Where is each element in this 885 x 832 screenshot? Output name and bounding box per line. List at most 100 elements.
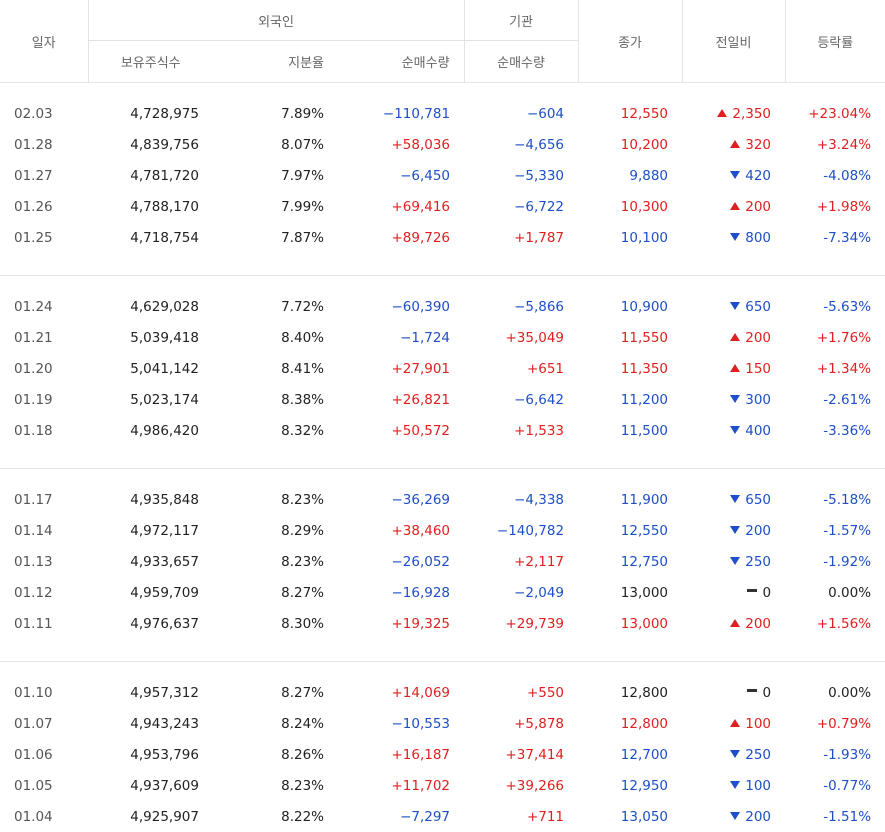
change-cell: 2,350 (682, 98, 785, 129)
inst-net-cell: +39,266 (464, 770, 578, 801)
share-ratio-cell: 8.41% (213, 353, 338, 384)
foreign-net-cell: +89,726 (338, 222, 464, 253)
close-cell: 13,000 (578, 577, 682, 608)
close-cell: 12,950 (578, 770, 682, 801)
date-cell: 01.12 (0, 577, 88, 608)
date-cell: 01.19 (0, 384, 88, 415)
holdings-cell: 5,041,142 (88, 353, 213, 384)
change-value: 100 (745, 716, 771, 732)
foreign-net-cell: −1,724 (338, 322, 464, 353)
change-value: 650 (745, 492, 771, 508)
share-ratio-cell: 8.23% (213, 770, 338, 801)
close-cell: 12,550 (578, 515, 682, 546)
rate-cell: -0.77% (785, 770, 885, 801)
foreign-net-cell: +69,416 (338, 191, 464, 222)
holdings-cell: 4,937,609 (88, 770, 213, 801)
rate-cell: -3.36% (785, 415, 885, 446)
triangle-down-icon (730, 495, 740, 503)
triangle-down-icon (730, 233, 740, 241)
share-ratio-cell: 7.72% (213, 291, 338, 322)
share-ratio-cell: 7.87% (213, 222, 338, 253)
foreign-net-cell: −7,297 (338, 801, 464, 832)
date-cell: 01.06 (0, 739, 88, 770)
close-cell: 12,800 (578, 677, 682, 708)
holdings-cell: 5,023,174 (88, 384, 213, 415)
close-cell: 10,900 (578, 291, 682, 322)
change-cell: 0 (682, 677, 785, 708)
inst-net-cell: +711 (464, 801, 578, 832)
foreign-net-cell: +11,702 (338, 770, 464, 801)
foreign-net-cell: +27,901 (338, 353, 464, 384)
change-value: 100 (745, 778, 771, 794)
close-cell: 10,100 (578, 222, 682, 253)
holdings-cell: 4,728,975 (88, 98, 213, 129)
share-ratio-cell: 8.24% (213, 708, 338, 739)
share-ratio-cell: 8.22% (213, 801, 338, 832)
rate-cell: +1.34% (785, 353, 885, 384)
change-cell: 800 (682, 222, 785, 253)
change-value: 150 (745, 361, 771, 377)
triangle-down-icon (730, 426, 740, 434)
rate-cell: -5.63% (785, 291, 885, 322)
date-cell: 01.25 (0, 222, 88, 253)
inst-net-cell: +550 (464, 677, 578, 708)
rate-cell: +1.98% (785, 191, 885, 222)
triangle-down-icon (730, 781, 740, 789)
share-ratio-cell: 8.40% (213, 322, 338, 353)
rate-cell: +23.04% (785, 98, 885, 129)
inst-net-cell: +651 (464, 353, 578, 384)
inst-net-cell: −5,866 (464, 291, 578, 322)
inst-net-cell: +29,739 (464, 608, 578, 639)
header-holdings: 보유주식수 (88, 41, 213, 83)
header-institution: 기관 (464, 0, 578, 41)
close-cell: 11,200 (578, 384, 682, 415)
header-foreign: 외국인 (88, 0, 464, 41)
share-ratio-cell: 8.23% (213, 484, 338, 515)
header-rate: 등락률 (785, 0, 885, 83)
change-cell: 300 (682, 384, 785, 415)
triangle-up-icon (730, 202, 740, 210)
close-cell: 12,550 (578, 98, 682, 129)
triangle-down-icon (730, 557, 740, 565)
holdings-cell: 4,718,754 (88, 222, 213, 253)
change-cell: 200 (682, 322, 785, 353)
triangle-up-icon (730, 364, 740, 372)
change-cell: 650 (682, 484, 785, 515)
rate-cell: -1.51% (785, 801, 885, 832)
rate-cell: -7.34% (785, 222, 885, 253)
share-ratio-cell: 7.97% (213, 160, 338, 191)
foreign-net-cell: +19,325 (338, 608, 464, 639)
rate-cell: +3.24% (785, 129, 885, 160)
triangle-down-icon (730, 395, 740, 403)
triangle-up-icon (730, 619, 740, 627)
date-cell: 01.14 (0, 515, 88, 546)
share-ratio-cell: 8.27% (213, 577, 338, 608)
rate-cell: +1.56% (785, 608, 885, 639)
close-cell: 12,700 (578, 739, 682, 770)
triangle-down-icon (730, 812, 740, 820)
dash-icon (747, 689, 757, 692)
change-cell: 250 (682, 739, 785, 770)
foreign-net-cell: −26,052 (338, 546, 464, 577)
date-cell: 01.27 (0, 160, 88, 191)
close-cell: 13,050 (578, 801, 682, 832)
date-cell: 01.13 (0, 546, 88, 577)
change-value: 400 (745, 423, 771, 439)
close-cell: 11,900 (578, 484, 682, 515)
dash-icon (747, 589, 757, 592)
foreign-net-cell: +14,069 (338, 677, 464, 708)
header-foreign-net: 순매수량 (338, 41, 464, 83)
rate-cell: -1.57% (785, 515, 885, 546)
rate-cell: -1.92% (785, 546, 885, 577)
close-cell: 11,350 (578, 353, 682, 384)
change-cell: 200 (682, 191, 785, 222)
triangle-up-icon (730, 719, 740, 727)
